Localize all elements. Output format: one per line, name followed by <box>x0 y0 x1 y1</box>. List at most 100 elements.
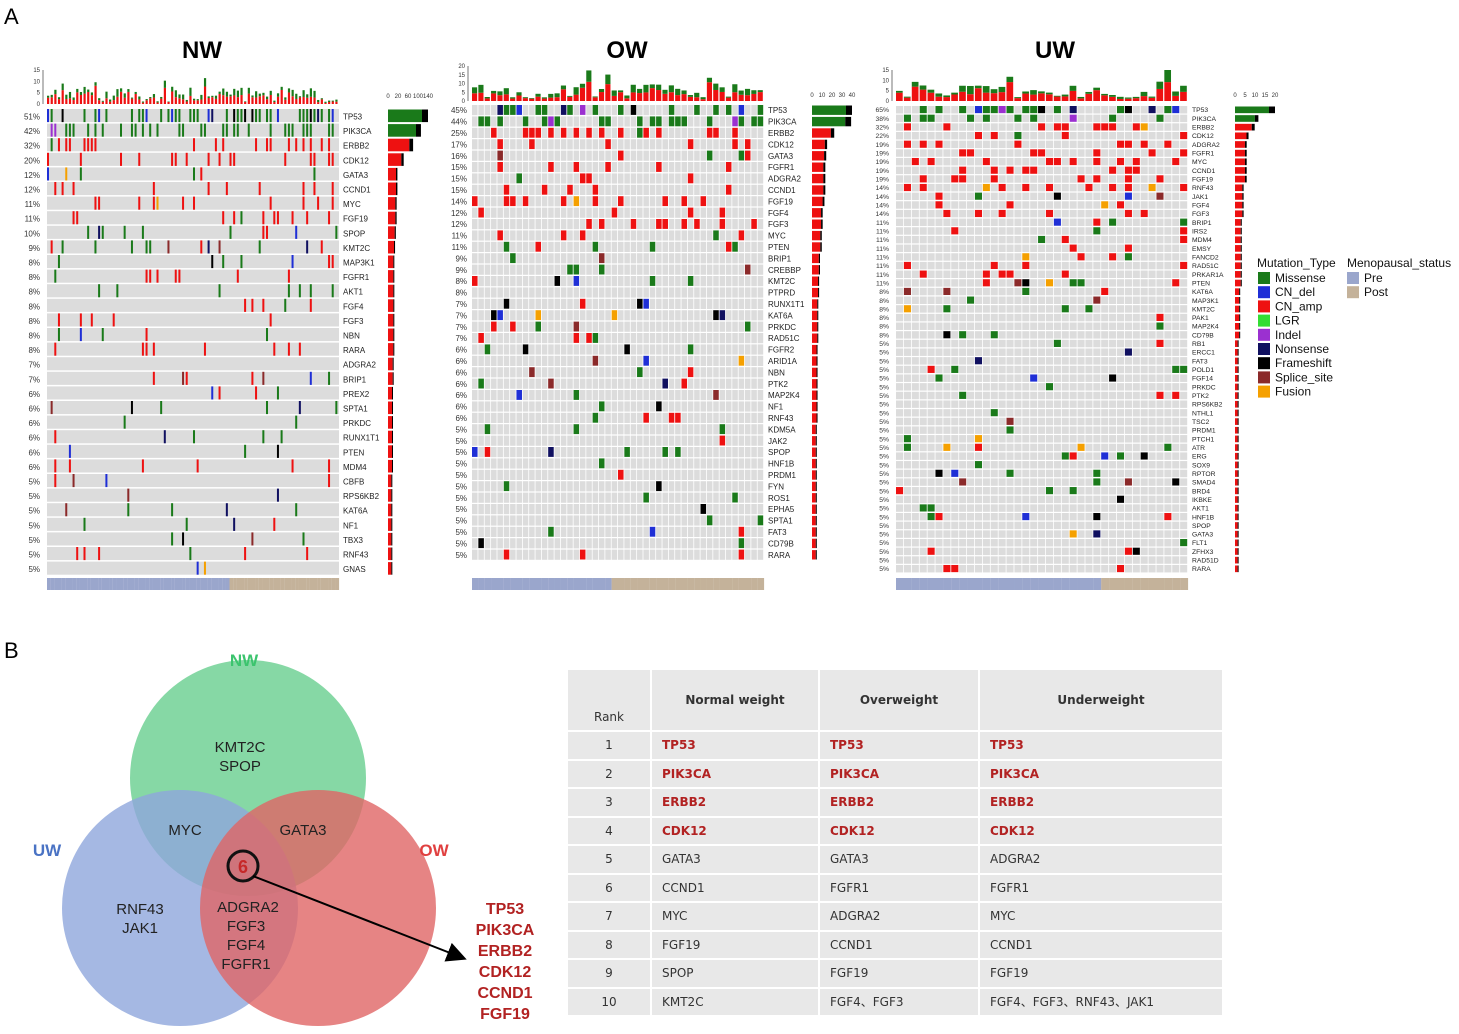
empty-cell <box>719 173 726 184</box>
empty-cell <box>675 310 681 321</box>
empty-cell <box>1172 296 1180 304</box>
empty-cell <box>1180 417 1188 426</box>
mutation-mark <box>706 515 713 526</box>
empty-cell <box>1101 417 1109 426</box>
empty-cell <box>1069 348 1077 356</box>
empty-cell <box>649 355 656 366</box>
empty-cell <box>738 264 745 275</box>
empty-cell <box>516 127 522 138</box>
frequency-bar-secondary <box>816 413 818 423</box>
empty-cell <box>478 424 484 435</box>
status-cell-pre <box>211 578 215 590</box>
empty-cell <box>744 367 751 378</box>
empty-cell <box>529 447 535 458</box>
empty-cell <box>586 515 592 526</box>
empty-cell <box>1006 383 1014 391</box>
mutation-mark <box>1124 253 1132 261</box>
empty-cell <box>1164 461 1172 469</box>
empty-cell <box>573 230 580 241</box>
empty-cell <box>1022 521 1030 530</box>
gene-percent: 8% <box>28 259 40 268</box>
empty-cell <box>911 443 919 452</box>
empty-cell <box>744 447 751 458</box>
gene-name: MDM4 <box>1192 237 1212 244</box>
empty-cell <box>1156 348 1164 356</box>
mutation-mark <box>1022 261 1030 270</box>
empty-cell <box>472 492 478 503</box>
tmb-bar-amp <box>258 96 261 104</box>
tmb-bar-amp <box>218 93 221 104</box>
empty-cell <box>643 219 649 230</box>
gene-name: CCND1 <box>768 186 796 195</box>
frequency-bar <box>812 515 816 526</box>
empty-cell <box>554 219 561 230</box>
gene-row <box>896 417 1239 426</box>
tmb-bar-missense <box>497 91 503 96</box>
empty-cell <box>967 513 975 521</box>
empty-cell <box>706 241 713 252</box>
empty-cell <box>573 173 580 184</box>
mutation-mark <box>112 313 115 327</box>
row-background <box>47 459 339 473</box>
mutation-mark <box>605 116 611 127</box>
mutation-mark <box>637 127 643 138</box>
empty-cell <box>484 526 491 537</box>
empty-cell <box>573 515 580 526</box>
empty-cell <box>911 235 919 244</box>
frequency-bar <box>1235 253 1241 261</box>
empty-cell <box>497 538 503 549</box>
empty-cell <box>560 264 567 275</box>
empty-cell <box>567 378 573 389</box>
status-cell-pre <box>472 578 479 590</box>
empty-cell <box>911 305 919 313</box>
empty-cell <box>668 264 675 275</box>
empty-cell <box>643 264 649 275</box>
frequency-bar-secondary <box>824 139 828 150</box>
empty-cell <box>700 492 707 503</box>
mutation-mark <box>244 444 247 458</box>
empty-cell <box>503 515 510 526</box>
empty-cell <box>1061 106 1069 114</box>
empty-cell <box>738 298 745 309</box>
tmb-bar-missense <box>273 100 276 103</box>
empty-cell <box>1085 296 1093 304</box>
empty-cell <box>472 344 478 355</box>
tmb-bar-missense <box>548 93 554 98</box>
gene-name: RARA <box>343 346 366 355</box>
tmb-bar-missense <box>87 89 90 93</box>
status-cell-pre <box>516 578 523 590</box>
mutation-mark <box>287 284 290 298</box>
empty-cell <box>1156 106 1164 114</box>
mutation-mark <box>189 109 192 123</box>
empty-cell <box>541 287 548 298</box>
mutation-mark <box>236 269 239 283</box>
empty-cell <box>687 230 694 241</box>
empty-cell <box>675 492 681 503</box>
empty-cell <box>516 184 522 195</box>
row-background <box>47 328 339 342</box>
empty-cell <box>1085 331 1093 339</box>
mutation-mark <box>266 225 269 239</box>
status-cell-pre <box>101 578 106 590</box>
mutation-mark <box>516 390 522 400</box>
empty-cell <box>1180 452 1188 460</box>
empty-cell <box>491 469 497 480</box>
empty-cell <box>592 264 599 275</box>
gene-name: FGF3 <box>768 220 789 229</box>
empty-cell <box>1101 227 1109 235</box>
empty-cell <box>611 367 618 378</box>
empty-cell <box>967 443 975 452</box>
empty-cell <box>497 287 503 298</box>
empty-cell <box>974 244 983 253</box>
empty-cell <box>541 355 548 366</box>
status-cell-pre <box>554 578 561 590</box>
mutation-mark <box>1124 244 1132 252</box>
empty-cell <box>1140 365 1148 374</box>
empty-cell <box>497 241 503 252</box>
gene-percent: 5% <box>879 436 889 443</box>
empty-cell <box>751 105 757 116</box>
empty-cell <box>668 549 675 560</box>
empty-cell <box>503 378 510 389</box>
mutation-mark <box>967 114 975 122</box>
